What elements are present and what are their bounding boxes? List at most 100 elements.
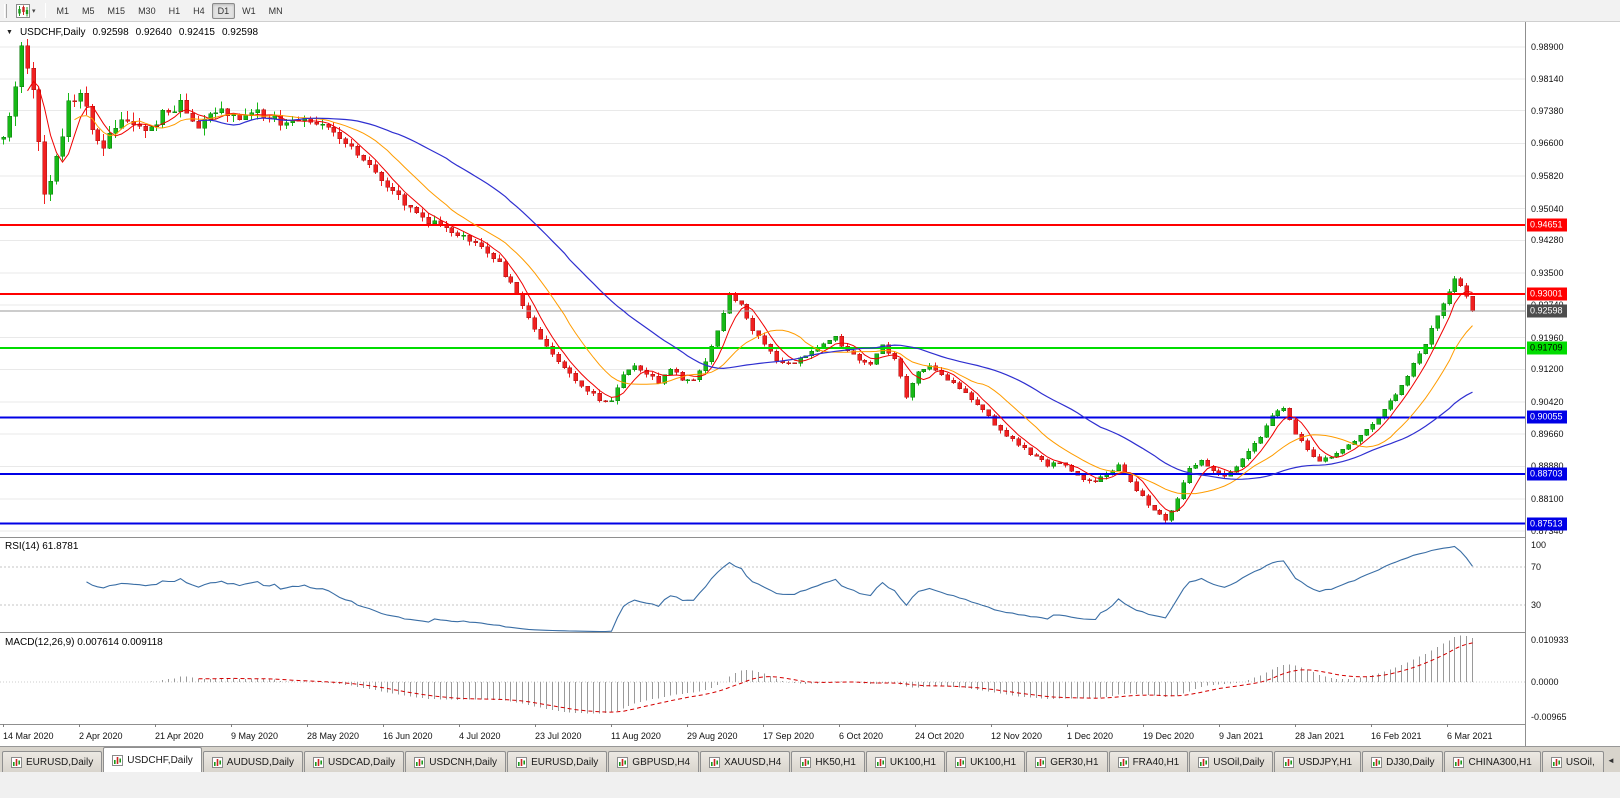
price-level-badge: 0.90055 [1527, 410, 1567, 424]
price-chart-panel[interactable] [0, 22, 1525, 538]
chart-tab-usdjpy-h1[interactable]: USDJPY,H1 [1274, 751, 1362, 772]
date-axis-label: 2 Apr 2020 [79, 730, 123, 741]
timeframe-button-m15[interactable]: M15 [102, 3, 132, 19]
macd-axis-label: 0.010933 [1531, 635, 1569, 645]
chart-tab-xauusd-h4[interactable]: XAUUSD,H4 [700, 751, 791, 772]
price-axis-label: 0.88100 [1531, 494, 1564, 505]
chart-symbol-label: USDCHF,Daily [19, 27, 86, 38]
chart-tab-usdcad-daily[interactable]: USDCAD,Daily [304, 751, 405, 772]
chart-tab-usdchf-daily[interactable]: USDCHF,Daily [103, 747, 202, 772]
date-axis-label: 4 Jul 2020 [459, 730, 501, 741]
timeframe-button-m5[interactable]: M5 [76, 3, 101, 19]
date-axis-label: 29 Aug 2020 [687, 730, 738, 741]
chart-tab-label: UK100,H1 [889, 756, 937, 768]
date-axis-label: 9 Jan 2021 [1219, 730, 1264, 741]
price-axis-label: 0.95040 [1531, 203, 1564, 214]
chart-tab-ger30-h1[interactable]: GER30,H1 [1026, 751, 1108, 772]
timeframe-button-w1[interactable]: W1 [236, 3, 262, 19]
chart-tab-label: EURUSD,Daily [531, 756, 599, 768]
price-axis-label: 0.88880 [1531, 461, 1564, 471]
chart-tab-eurusd-daily[interactable]: EURUSD,Daily [507, 751, 608, 772]
macd-signal-value: 0.009118 [121, 637, 163, 648]
chart-tab-label: USDCHF,Daily [127, 754, 193, 766]
chart-tab-label: USOil,Daily [1213, 756, 1265, 768]
macd-indicator-label: MACD(12,26,9) 0.007614 0.009118 [5, 637, 163, 648]
chart-tab-label: EURUSD,Daily [26, 756, 94, 768]
timeframe-button-h4[interactable]: H4 [187, 3, 211, 19]
chart-tab-label: GER30,H1 [1050, 756, 1099, 768]
current-price-badge: 0.92598 [1527, 304, 1567, 318]
time-axis[interactable]: 14 Mar 2020 2 Apr 2020 21 Apr 2020 9 May 20… [0, 724, 1525, 746]
chart-tab-icon [516, 756, 528, 768]
timeframe-group: M1 M5 M15 M30 H1 H4 D1 W1 MN [51, 2, 289, 19]
chart-tab-hk50-h1[interactable]: HK50,H1 [791, 751, 865, 772]
chart-tab-icon [112, 754, 124, 766]
macd-axis-label: 0.0000 [1531, 676, 1559, 687]
price-axis-label: 0.90420 [1531, 396, 1564, 407]
price-axis-label: 0.94280 [1531, 235, 1564, 246]
price-level-badge: 0.87513 [1527, 517, 1567, 531]
chart-tab-icon [313, 756, 325, 768]
price-axis-label: 0.93500 [1531, 268, 1564, 279]
chart-tab-gbpusd-h4[interactable]: GBPUSD,H4 [608, 751, 700, 772]
date-axis-label: 28 Jan 2021 [1295, 730, 1345, 741]
chart-tab-icon [874, 756, 886, 768]
rsi-name: RSI(14) [5, 541, 40, 552]
tab-scroll-left-button[interactable]: ◄ [1604, 752, 1618, 768]
price-level-badge: 0.91709 [1527, 341, 1567, 355]
chart-tab-eurusd-daily[interactable]: EURUSD,Daily [2, 751, 103, 772]
chart-tab-audusd-daily[interactable]: AUDUSD,Daily [202, 751, 304, 772]
chart-tab-label: AUDUSD,Daily [226, 756, 295, 768]
chart-type-button[interactable]: ▾ [12, 2, 40, 20]
chart-tab-label: GBPUSD,H4 [632, 756, 691, 768]
chart-tab-usoil-daily[interactable]: USOil,Daily [1189, 751, 1274, 772]
price-axis[interactable]: 0.98900 0.98140 0.97380 0.96600 0.95820 0.950… [1525, 22, 1620, 746]
timeframe-button-m1[interactable]: M1 [51, 3, 76, 19]
chart-title: ▼ USDCHF,Daily 0.92598 0.92640 0.92415 0… [6, 27, 258, 38]
timeframe-button-d1[interactable]: D1 [211, 2, 236, 19]
timeframe-button-mn[interactable]: MN [263, 3, 289, 19]
chart-tab-uk100-h1[interactable]: UK100,H1 [865, 751, 946, 772]
chart-tab-label: XAUUSD,H4 [724, 756, 782, 768]
chart-tab-icon [800, 756, 812, 768]
price-level-badge: 0.88703 [1527, 467, 1567, 481]
chart-tab-label: UK100,H1 [970, 756, 1017, 768]
date-axis-label: 17 Sep 2020 [763, 730, 815, 741]
ohlc-high-value: 0.92640 [135, 27, 172, 38]
chart-tab-label: DJ30,Daily [1386, 756, 1435, 768]
chart-tab-china300-h1[interactable]: CHINA300,H1 [1444, 751, 1541, 772]
macd-panel[interactable] [0, 633, 1525, 724]
chart-tab-icon [1117, 756, 1129, 768]
date-axis-label: 16 Jun 2020 [383, 730, 433, 741]
price-axis-label: 0.89660 [1531, 428, 1564, 439]
price-axis-label: 0.97380 [1531, 105, 1564, 116]
date-axis-label: 6 Oct 2020 [839, 730, 884, 741]
rsi-axis-label: 70 [1531, 562, 1542, 573]
macd-name: MACD(12,26,9) [5, 637, 75, 648]
rsi-indicator-label: RSI(14) 61.8781 [5, 541, 78, 552]
rsi-panel[interactable] [0, 538, 1525, 633]
price-axis-label: 0.96600 [1531, 138, 1564, 149]
price-level-badge: 0.93001 [1527, 287, 1567, 301]
chart-tab-usoil[interactable]: USOil, [1541, 751, 1604, 772]
chart-tab-usdcnh-daily[interactable]: USDCNH,Daily [405, 751, 507, 772]
timeframe-button-m30[interactable]: M30 [132, 3, 162, 19]
rsi-axis-label: 100 [1531, 540, 1547, 550]
chart-tab-label: USDCAD,Daily [328, 756, 396, 768]
collapse-indicator-icon[interactable]: ▼ [6, 29, 13, 36]
date-axis-label: 9 May 2020 [231, 730, 279, 741]
ohlc-close-value: 0.92598 [221, 27, 259, 38]
toolbar-grip[interactable] [4, 3, 7, 18]
chart-tab-uk100-h1[interactable]: UK100,H1 [946, 751, 1026, 772]
chart-tab-label: USOil, [1565, 756, 1595, 768]
price-axis-label: 0.95820 [1531, 171, 1564, 181]
chart-tab-icon [1198, 756, 1210, 768]
rsi-value: 61.8781 [42, 541, 79, 552]
chart-tab-icon [11, 756, 22, 768]
chart-tab-dj30-daily[interactable]: DJ30,Daily [1362, 751, 1444, 772]
timeframe-button-h1[interactable]: H1 [163, 3, 187, 19]
date-axis-label: 16 Feb 2021 [1371, 730, 1422, 741]
date-axis-label: 21 Apr 2020 [155, 730, 204, 741]
chart-tab-fra40-h1[interactable]: FRA40,H1 [1108, 751, 1189, 772]
